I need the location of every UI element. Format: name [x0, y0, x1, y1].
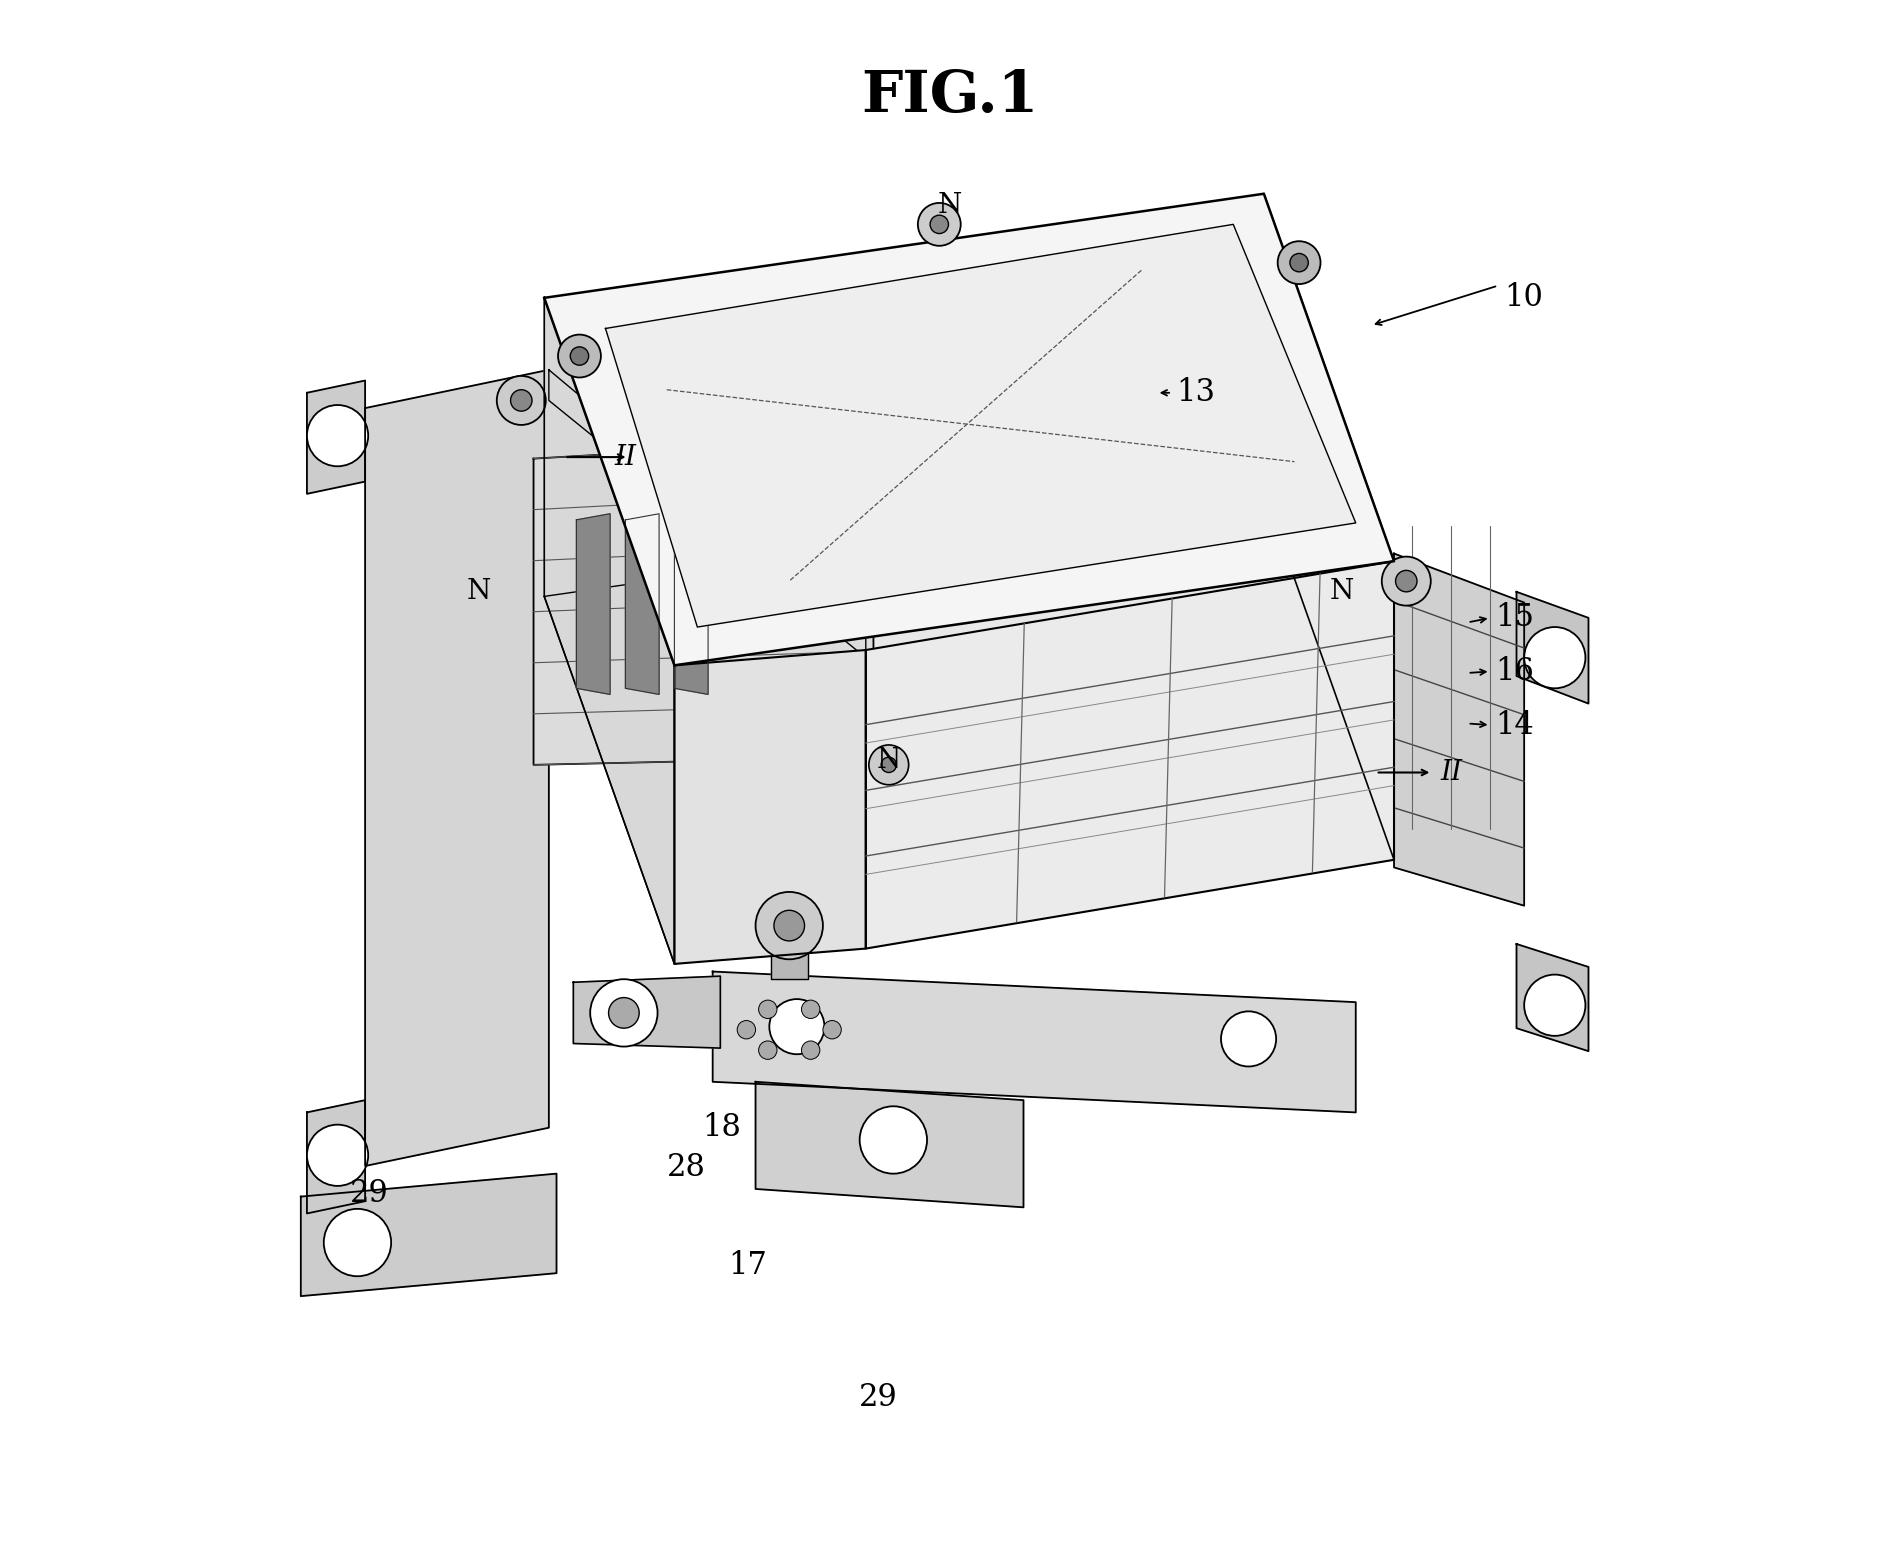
Circle shape: [918, 202, 961, 246]
Circle shape: [737, 1021, 756, 1038]
Polygon shape: [549, 369, 866, 658]
Text: N: N: [466, 578, 490, 606]
Circle shape: [868, 745, 908, 785]
Text: 16: 16: [1495, 657, 1533, 688]
Polygon shape: [365, 369, 549, 1166]
Circle shape: [1381, 556, 1431, 606]
Circle shape: [1396, 570, 1417, 592]
Polygon shape: [866, 561, 1395, 949]
Polygon shape: [574, 976, 720, 1048]
Polygon shape: [625, 514, 659, 694]
Text: FIG.1: FIG.1: [861, 68, 1039, 124]
Circle shape: [758, 1000, 777, 1018]
Polygon shape: [1516, 944, 1588, 1051]
Circle shape: [608, 998, 638, 1027]
Polygon shape: [543, 298, 674, 964]
Text: 29: 29: [350, 1177, 389, 1210]
Text: II: II: [1440, 759, 1461, 786]
Circle shape: [773, 910, 804, 941]
Circle shape: [823, 1021, 842, 1038]
Circle shape: [323, 1208, 391, 1276]
Polygon shape: [674, 650, 866, 964]
Polygon shape: [308, 380, 365, 494]
Circle shape: [1524, 627, 1585, 688]
Text: 18: 18: [701, 1112, 741, 1143]
Polygon shape: [1264, 193, 1395, 859]
Circle shape: [511, 389, 532, 411]
Polygon shape: [576, 514, 610, 694]
Polygon shape: [606, 224, 1357, 627]
Text: 10: 10: [1505, 283, 1543, 314]
Text: N: N: [1330, 578, 1355, 606]
Circle shape: [559, 335, 600, 377]
Circle shape: [1290, 253, 1309, 272]
Circle shape: [931, 215, 948, 233]
Polygon shape: [543, 193, 1395, 666]
Text: II: II: [614, 443, 637, 471]
Text: 29: 29: [859, 1381, 897, 1412]
Polygon shape: [534, 439, 874, 765]
Circle shape: [570, 346, 589, 365]
Circle shape: [1277, 241, 1320, 284]
Polygon shape: [300, 1174, 557, 1296]
Polygon shape: [756, 1082, 1024, 1207]
Circle shape: [591, 980, 657, 1046]
Circle shape: [308, 405, 369, 467]
Circle shape: [1524, 975, 1585, 1035]
Polygon shape: [771, 933, 808, 980]
Text: 15: 15: [1495, 603, 1533, 633]
Circle shape: [770, 1000, 825, 1054]
Circle shape: [859, 1106, 927, 1174]
Text: N: N: [876, 746, 901, 774]
Polygon shape: [712, 972, 1357, 1112]
Polygon shape: [308, 1100, 365, 1213]
Polygon shape: [1516, 592, 1588, 703]
Circle shape: [758, 1041, 777, 1060]
Circle shape: [882, 757, 897, 772]
Circle shape: [756, 891, 823, 959]
Circle shape: [496, 375, 545, 425]
Text: N: N: [939, 193, 961, 219]
Text: 13: 13: [1176, 377, 1216, 408]
Polygon shape: [543, 493, 1395, 964]
Circle shape: [802, 1041, 821, 1060]
Polygon shape: [1395, 553, 1524, 905]
Text: 14: 14: [1495, 709, 1533, 740]
Text: 17: 17: [728, 1250, 768, 1281]
Circle shape: [802, 1000, 821, 1018]
Circle shape: [308, 1125, 369, 1187]
Polygon shape: [674, 514, 709, 694]
Text: 28: 28: [667, 1153, 705, 1183]
Circle shape: [1222, 1012, 1277, 1066]
